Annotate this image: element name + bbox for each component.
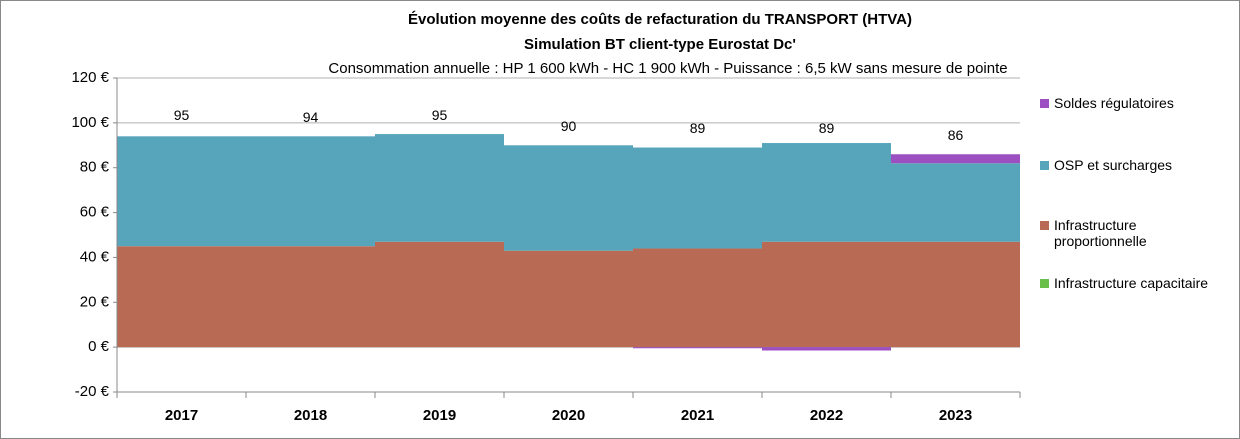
bar-segment (117, 136, 246, 247)
legend-swatch (1040, 279, 1049, 288)
bar-segment (375, 241, 504, 348)
bar-segment (246, 136, 375, 247)
legend-item: Infrastructure proportionnelle (1040, 217, 1230, 249)
x-tick-label: 2017 (165, 407, 198, 424)
total-label: 95 (174, 107, 190, 123)
bar-segment (504, 145, 633, 251)
legend-label: Infrastructure capacitaire (1054, 275, 1209, 291)
total-label: 89 (819, 120, 835, 136)
bar-segment (633, 347, 762, 349)
y-tick-label: -20 € (75, 383, 110, 400)
x-tick-label: 2023 (939, 407, 972, 424)
legend-label: Soldes régulatoires (1054, 95, 1174, 111)
bar-segment (762, 143, 891, 242)
total-label: 94 (303, 109, 319, 125)
x-tick-label: 2020 (552, 407, 585, 424)
bar-segment (633, 147, 762, 249)
bar-segment (117, 246, 246, 348)
legend-label: OSP et surcharges (1054, 157, 1173, 173)
chart-note: Consommation annuelle : HP 1 600 kWh - H… (328, 60, 1007, 77)
bar-segment (762, 347, 891, 351)
y-tick-label: 120 € (71, 69, 109, 86)
total-label: 90 (561, 118, 577, 134)
bar-segment (762, 241, 891, 348)
y-tick-label: 100 € (71, 114, 109, 131)
x-tick-label: 2019 (423, 407, 456, 424)
bar-segment (633, 248, 762, 348)
total-label: 86 (948, 127, 964, 143)
chart-subtitle: Simulation BT client-type Eurostat Dc' (524, 36, 796, 53)
bar-segment (891, 241, 1020, 348)
total-label: 95 (432, 107, 448, 123)
bar-segment (375, 134, 504, 242)
legend-swatch (1040, 161, 1049, 170)
x-tick-label: 2018 (294, 407, 327, 424)
y-tick-label: 20 € (80, 293, 110, 310)
x-tick-label: 2021 (681, 407, 714, 424)
bar-segment (891, 163, 1020, 242)
x-tick-label: 2022 (810, 407, 843, 424)
bar-segment (246, 246, 375, 348)
y-tick-label: 40 € (80, 248, 110, 265)
chart-title: Évolution moyenne des coûts de refactura… (408, 11, 912, 28)
bar-segment (504, 250, 633, 348)
legend-swatch (1040, 221, 1049, 230)
y-tick-label: 60 € (80, 204, 110, 221)
legend-item: Soldes régulatoires (1040, 95, 1230, 111)
legend-item: OSP et surcharges (1040, 157, 1230, 173)
total-label: 89 (690, 120, 706, 136)
legend-item: Infrastructure capacitaire (1040, 275, 1230, 291)
bar-segment (891, 154, 1020, 164)
y-tick-label: 0 € (88, 338, 110, 355)
legend-label: Infrastructure proportionnelle (1054, 217, 1147, 249)
y-tick-label: 80 € (80, 159, 110, 176)
legend-swatch (1040, 99, 1049, 108)
